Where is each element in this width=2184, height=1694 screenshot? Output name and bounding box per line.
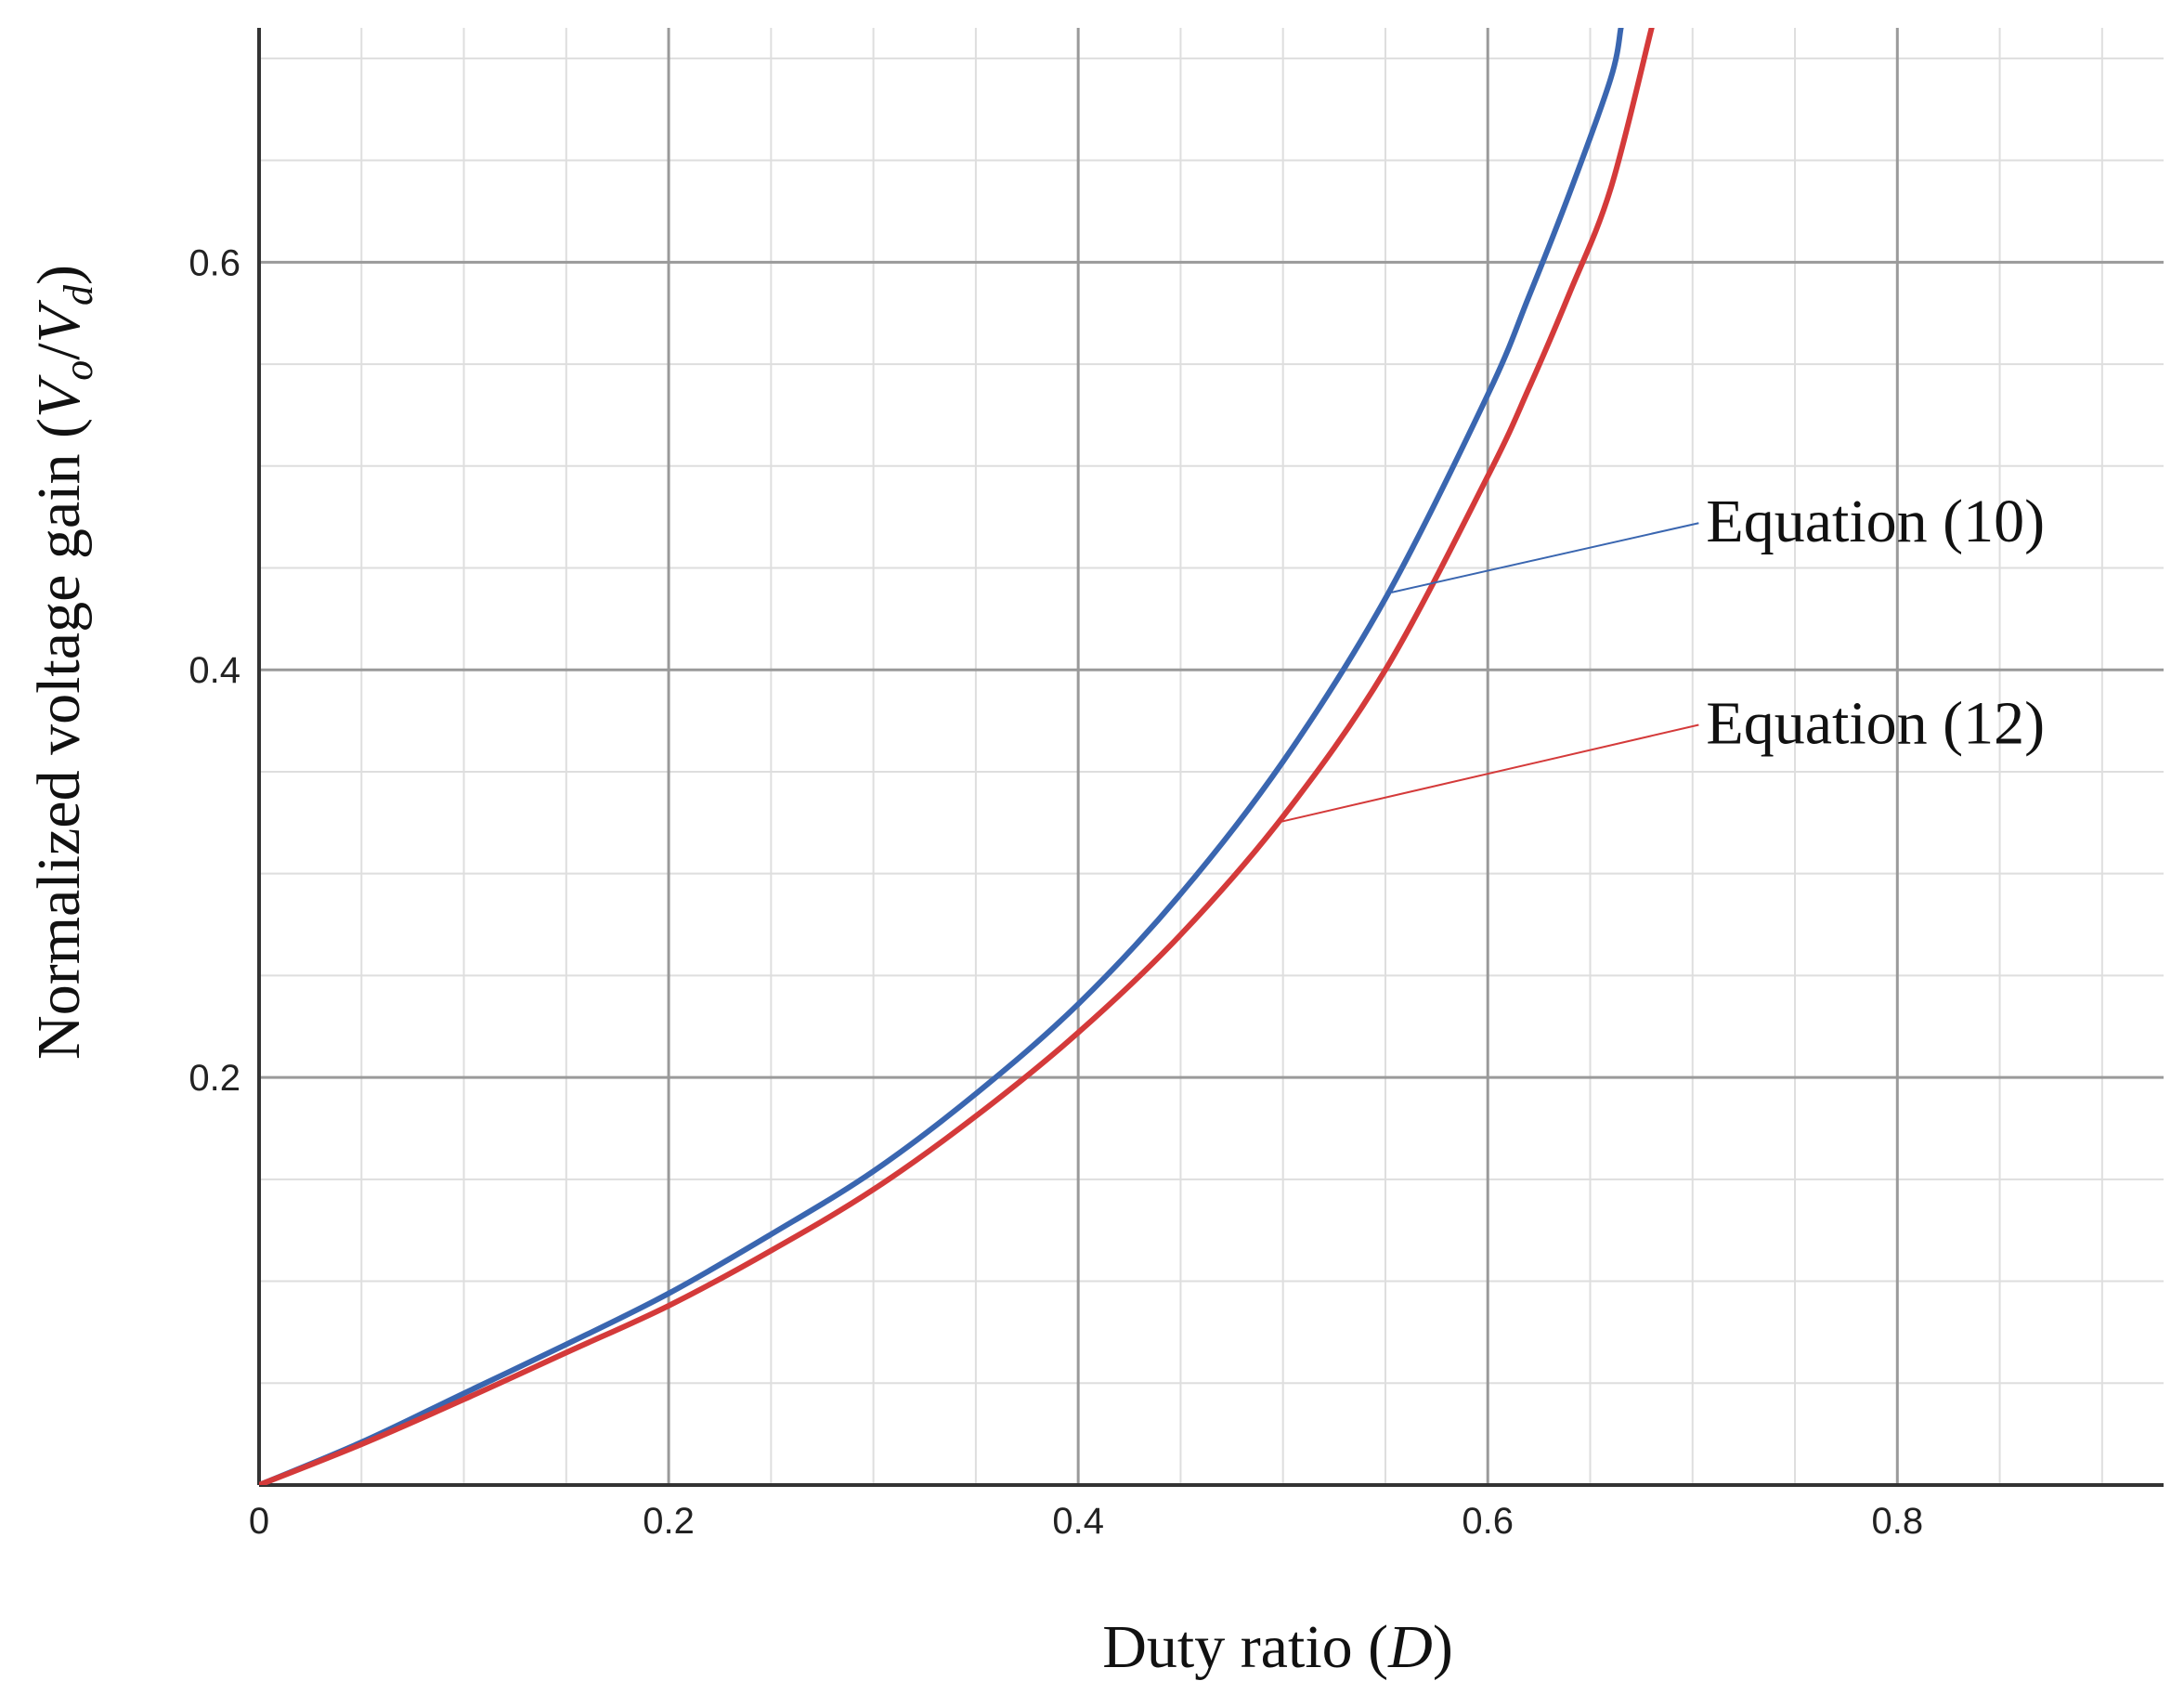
- callout-label-2: Equation (12): [1706, 689, 2045, 757]
- major-gridlines: [259, 28, 2164, 1485]
- x-tick-label: 0.6: [1462, 1501, 1514, 1542]
- y-tick-label: 0.4: [188, 650, 240, 691]
- minor-gridlines: [259, 28, 2164, 1485]
- axes: [257, 28, 2164, 1487]
- y-tick-label: 0.2: [188, 1058, 240, 1099]
- series-line-1: [259, 28, 1624, 1485]
- x-tick-label: 0.2: [643, 1501, 695, 1542]
- callout-leader-2: [1276, 723, 1699, 824]
- series-line-2: [259, 28, 1655, 1485]
- y-tick-labels: 0.2 0.4 0.6: [188, 242, 240, 1099]
- x-axis-title: Duty ratio (D): [1102, 1613, 1453, 1681]
- x-tick-label: 0.8: [1871, 1501, 1923, 1542]
- callouts: Equation (10) Equation (12): [1276, 488, 2045, 824]
- x-tick-labels: 0 0.2 0.4 0.6 0.8: [249, 1501, 1923, 1542]
- callout-label-1: Equation (10): [1706, 488, 2045, 555]
- y-tick-label: 0.6: [188, 242, 240, 283]
- x-tick-label: 0: [249, 1501, 269, 1542]
- series-lines: [259, 28, 1655, 1485]
- x-tick-label: 0.4: [1052, 1501, 1104, 1542]
- callout-leader-1: [1391, 522, 1699, 593]
- y-axis-title: Normalized voltage gain (Vo/Vd): [25, 265, 101, 1060]
